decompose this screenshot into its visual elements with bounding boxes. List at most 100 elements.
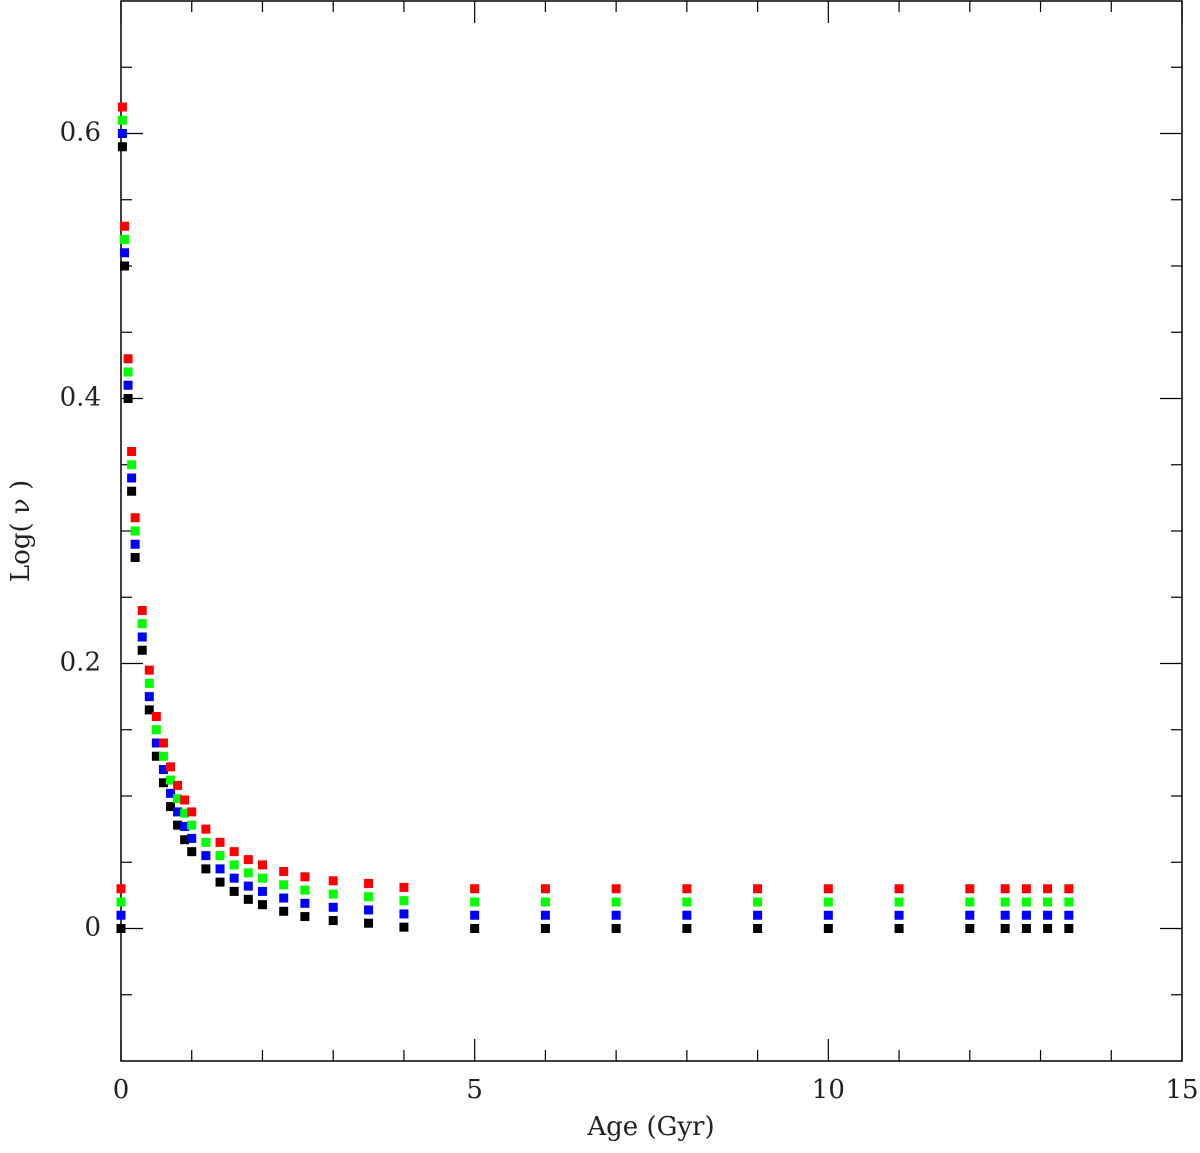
data-point — [823, 884, 833, 894]
data-point — [120, 261, 130, 271]
y-tick-label: 0.2 — [60, 648, 101, 678]
data-point — [965, 910, 975, 920]
data-point — [151, 751, 161, 761]
data-point — [1000, 884, 1010, 894]
data-point — [1064, 897, 1074, 907]
data-point — [1021, 910, 1031, 920]
data-point — [257, 900, 267, 910]
data-point — [243, 881, 253, 891]
y-tick-label: 0 — [84, 913, 101, 943]
y-tick-label: 0.4 — [60, 383, 101, 413]
data-point — [300, 885, 310, 895]
data-point — [1064, 884, 1074, 894]
data-point — [187, 807, 197, 817]
data-point — [399, 882, 409, 892]
data-point — [965, 897, 975, 907]
data-point — [1043, 897, 1053, 907]
data-point — [470, 910, 480, 920]
data-point — [166, 788, 176, 798]
data-point — [120, 248, 130, 258]
data-point — [611, 910, 621, 920]
data-point — [364, 878, 374, 888]
data-point — [151, 738, 161, 748]
data-point — [144, 665, 154, 675]
data-point — [144, 692, 154, 702]
data-point — [117, 129, 127, 138]
data-point — [364, 918, 374, 928]
data-point — [279, 880, 289, 890]
data-point — [166, 762, 176, 772]
data-point — [1021, 884, 1031, 894]
data-point — [399, 909, 409, 919]
data-point — [965, 884, 975, 894]
data-point — [894, 924, 904, 933]
data-point — [158, 778, 168, 788]
data-point — [173, 820, 183, 830]
y-axis-label: Log( ν ) — [6, 480, 36, 582]
data-point — [123, 367, 133, 377]
data-point — [137, 619, 147, 629]
data-point — [137, 645, 147, 655]
data-point — [328, 889, 338, 899]
data-point — [137, 606, 147, 615]
data-point — [540, 910, 550, 920]
data-point — [158, 751, 168, 761]
data-point — [166, 802, 176, 812]
data-point — [1064, 910, 1074, 920]
data-point — [540, 924, 550, 933]
data-point — [120, 235, 130, 244]
data-point — [279, 867, 289, 877]
data-point — [470, 897, 480, 907]
data-point — [328, 902, 338, 912]
data-point — [120, 221, 130, 231]
data-point — [1043, 884, 1053, 894]
data-point — [123, 354, 133, 364]
data-point — [137, 632, 147, 642]
data-point — [187, 847, 197, 857]
data-point — [116, 910, 126, 920]
data-point — [215, 851, 225, 861]
data-point — [279, 906, 289, 916]
data-point — [1043, 910, 1053, 920]
data-point — [243, 894, 253, 904]
data-point — [130, 526, 140, 536]
data-point — [187, 820, 197, 830]
data-point — [470, 884, 480, 894]
data-point — [894, 884, 904, 894]
data-point — [166, 775, 176, 785]
data-point — [215, 877, 225, 887]
data-point — [257, 860, 267, 870]
data-point — [123, 380, 133, 390]
data-point — [127, 486, 137, 496]
data-point — [116, 924, 126, 933]
data-point — [257, 873, 267, 883]
data-point — [611, 897, 621, 907]
data-point — [127, 473, 137, 483]
data-point — [300, 912, 310, 922]
data-point — [753, 910, 763, 920]
x-tick-label: 10 — [812, 1075, 845, 1105]
data-point — [201, 864, 211, 874]
data-point — [130, 513, 140, 523]
data-point — [117, 102, 127, 112]
data-point — [682, 897, 692, 907]
x-tick-label: 15 — [1165, 1075, 1198, 1105]
data-point — [894, 897, 904, 907]
data-point — [127, 460, 137, 470]
data-point — [180, 835, 190, 845]
data-point — [300, 898, 310, 908]
y-tick-label: 0.6 — [60, 118, 101, 148]
data-point — [364, 892, 374, 902]
data-point — [682, 884, 692, 894]
data-point — [823, 924, 833, 933]
data-point — [540, 884, 550, 894]
data-point — [144, 705, 154, 715]
data-point — [201, 851, 211, 861]
data-point — [399, 896, 409, 906]
data-point — [823, 910, 833, 920]
data-point — [215, 864, 225, 874]
data-point — [180, 795, 190, 805]
data-point — [123, 394, 133, 403]
data-point — [753, 897, 763, 907]
